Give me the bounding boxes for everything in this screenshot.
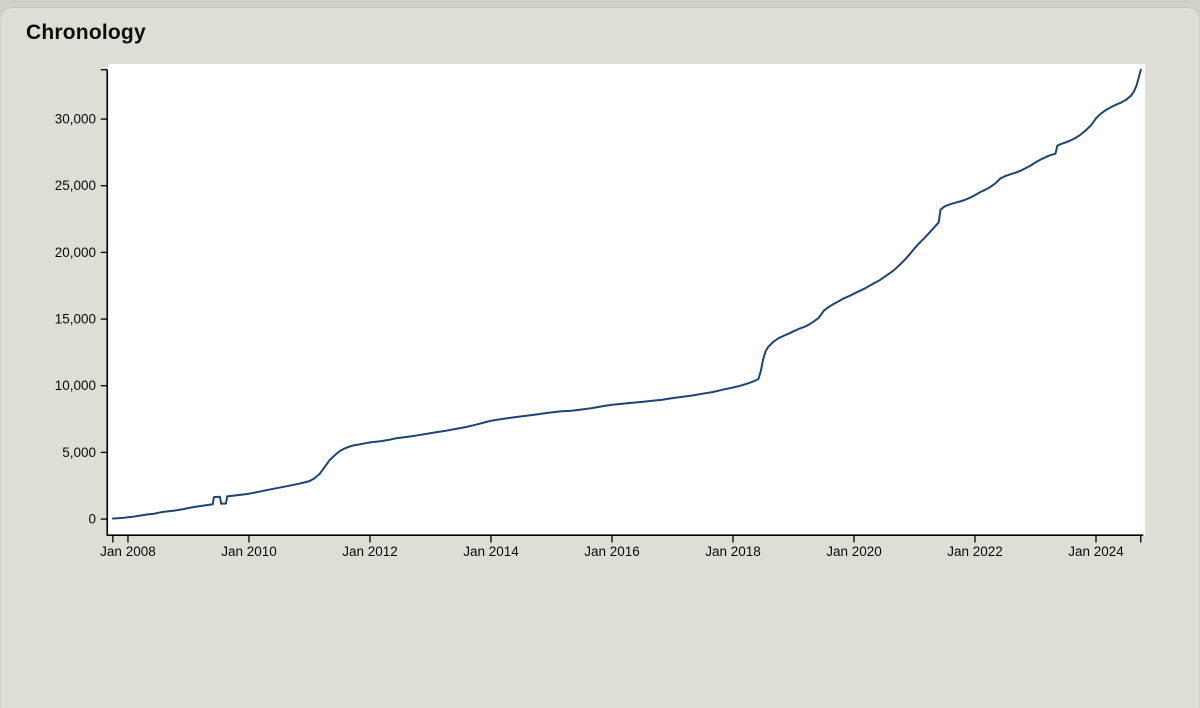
page-title: Chronology <box>26 21 146 44</box>
plot-panel <box>108 64 1145 536</box>
x-tick-label: Jan 2024 <box>1068 544 1124 559</box>
y-tick-label: 10,000 <box>55 378 96 393</box>
x-tick-label: Jan 2020 <box>826 544 882 559</box>
x-tick-label: Jan 2008 <box>100 544 156 559</box>
x-tick-label: Jan 2022 <box>947 544 1003 559</box>
y-tick-label: 25,000 <box>55 178 96 193</box>
y-tick-label: 30,000 <box>55 112 96 127</box>
line-chart-svg: 0 5,000 10,000 15,000 20,000 25,000 30,000 Jan … <box>55 64 1145 559</box>
x-tick-label: Jan 2010 <box>221 544 277 559</box>
y-tick-label: 0 <box>88 512 96 527</box>
chronology-chart: 0 5,000 10,000 15,000 20,000 25,000 30,000 Jan … <box>55 64 1145 559</box>
x-tick-label: Jan 2018 <box>705 544 761 559</box>
x-tick-label: Jan 2014 <box>463 544 519 559</box>
y-tick-label: 15,000 <box>55 312 96 327</box>
y-tick-label: 20,000 <box>55 245 96 260</box>
data-line-cumulative-entries <box>111 68 1142 520</box>
x-tick-label: Jan 2016 <box>584 544 640 559</box>
y-tick-label: 5,000 <box>62 445 96 460</box>
x-tick-label: Jan 2012 <box>342 544 398 559</box>
